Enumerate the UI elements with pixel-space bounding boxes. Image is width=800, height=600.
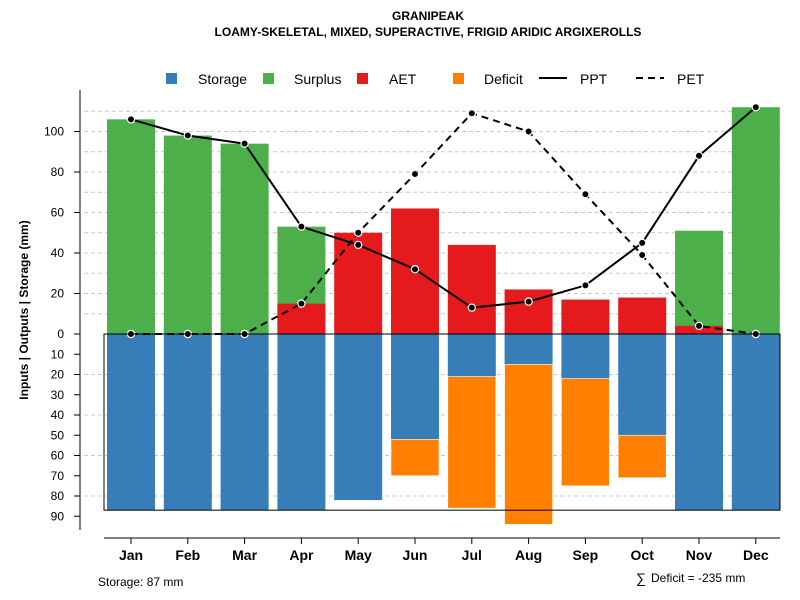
- x-tick-label-nov: Nov: [686, 547, 713, 563]
- legend-label-deficit: Deficit: [484, 71, 523, 87]
- point-ppt-jul: [467, 303, 476, 312]
- bar-storage-may: [334, 334, 383, 501]
- bar-storage-aug: [504, 334, 553, 365]
- point-ppt-apr: [297, 222, 306, 231]
- bar-storage-jan: [107, 334, 155, 511]
- legend-swatch-storage: [166, 73, 177, 84]
- legend-label-storage: Storage: [198, 71, 247, 87]
- legend-swatch-surplus: [263, 73, 274, 84]
- bar-aet-oct: [618, 297, 667, 334]
- legend-label-ppt: PPT: [580, 71, 608, 87]
- x-tick-label-jan: Jan: [119, 547, 143, 563]
- bar-aet-may: [334, 232, 383, 334]
- x-tick-label-apr: Apr: [289, 547, 314, 563]
- y-tick-label: 60: [51, 206, 65, 220]
- point-ppt-aug: [524, 297, 533, 306]
- legend-label-pet: PET: [677, 71, 705, 87]
- point-pet-apr: [297, 299, 306, 308]
- point-ppt-jan: [126, 115, 136, 124]
- x-tick-label-feb: Feb: [175, 547, 200, 563]
- point-ppt-sep: [581, 281, 590, 290]
- point-ppt-may: [354, 240, 363, 250]
- point-ppt-feb: [183, 131, 192, 140]
- y-tick-label: 50: [51, 428, 65, 442]
- point-ppt-dec: [751, 102, 761, 112]
- bar-surplus-feb: [163, 135, 212, 334]
- bar-deficit-jul: [447, 376, 497, 509]
- x-tick-label-aug: Aug: [515, 547, 542, 563]
- deficit-note: Deficit = -235 mm: [651, 571, 745, 585]
- legend-label-surplus: Surplus: [294, 71, 341, 87]
- y-tick-label: 10: [51, 347, 65, 361]
- bar-storage-jul: [447, 334, 496, 377]
- bar-storage-feb: [163, 334, 212, 511]
- point-ppt-jun: [410, 265, 420, 274]
- point-ppt-oct: [638, 238, 647, 248]
- legend: Storage Surplus AET Deficit PPT PET: [166, 71, 705, 87]
- point-ppt-mar: [240, 139, 249, 148]
- point-pet-jun: [410, 169, 420, 179]
- bar-surplus-mar: [220, 143, 269, 334]
- y-tick-label: 40: [51, 246, 65, 260]
- y-tick-label: 40: [51, 408, 65, 422]
- bar-storage-nov: [675, 334, 723, 511]
- point-pet-aug: [524, 127, 533, 136]
- point-ppt-nov: [694, 151, 704, 160]
- y-tick-label: 80: [51, 165, 65, 179]
- bar-aet-sep: [561, 299, 610, 334]
- y-tick-label: 70: [51, 469, 65, 483]
- bar-surplus-nov: [675, 230, 723, 334]
- y-tick-label: 80: [51, 489, 65, 503]
- legend-swatch-aet: [357, 73, 368, 84]
- bar-storage-dec: [731, 334, 780, 511]
- y-axis-label: Inputs | Outputs | Storage (mm): [17, 220, 31, 399]
- bar-storage-jun: [391, 334, 439, 440]
- y-tick-label: 0: [57, 327, 64, 341]
- legend-swatch-deficit: [453, 73, 464, 84]
- storage-note: Storage: 87 mm: [98, 575, 183, 589]
- legend-label-aet: AET: [389, 71, 417, 87]
- series-lines: [126, 102, 761, 339]
- chart-subtitle: LOAMY-SKELETAL, MIXED, SUPERACTIVE, FRIG…: [215, 25, 642, 39]
- x-tick-label-jul: Jul: [462, 547, 482, 563]
- axes: 0 20 40 60 80 100 10 20 30 40 50 60 70 80 90 Jan Feb Mar A…: [44, 90, 781, 563]
- bar-deficit-oct: [617, 434, 667, 479]
- bars: [107, 107, 780, 525]
- x-tick-label-mar: Mar: [232, 547, 257, 563]
- x-tick-label-jun: Jun: [403, 547, 428, 563]
- y-tick-label: 20: [51, 368, 65, 382]
- line-pet: [131, 112, 756, 335]
- line-ppt: [130, 106, 757, 309]
- bar-storage-sep: [561, 334, 610, 379]
- bar-aet-jul: [447, 244, 496, 334]
- y-tick-label: 90: [51, 509, 65, 523]
- bar-surplus-jan: [107, 119, 155, 334]
- x-tick-label-oct: Oct: [631, 547, 655, 563]
- x-tick-label-may: May: [345, 547, 372, 563]
- y-tick-label: 60: [51, 449, 65, 463]
- chart-title: GRANIPEAK: [392, 9, 464, 23]
- bar-deficit-jun: [390, 438, 440, 477]
- point-pet-oct: [638, 250, 647, 260]
- point-pet-sep: [581, 190, 590, 199]
- x-tick-label-dec: Dec: [743, 547, 769, 563]
- bar-storage-oct: [618, 334, 667, 436]
- point-pet-may: [354, 228, 363, 237]
- bar-deficit-aug: [504, 364, 553, 525]
- y-tick-label: 30: [51, 388, 65, 402]
- x-tick-label-sep: Sep: [573, 547, 599, 563]
- bar-storage-mar: [220, 334, 269, 511]
- bar-aet-apr: [277, 303, 326, 334]
- deficit-sum-symbol: ∑: [636, 570, 646, 586]
- bar-deficit-sep: [561, 378, 610, 487]
- point-pet-nov: [694, 321, 704, 331]
- y-tick-label: 100: [44, 125, 64, 139]
- point-pet-jul: [467, 109, 476, 118]
- bar-storage-apr: [277, 334, 326, 511]
- y-tick-label: 20: [51, 287, 65, 301]
- bar-surplus-dec: [731, 107, 780, 334]
